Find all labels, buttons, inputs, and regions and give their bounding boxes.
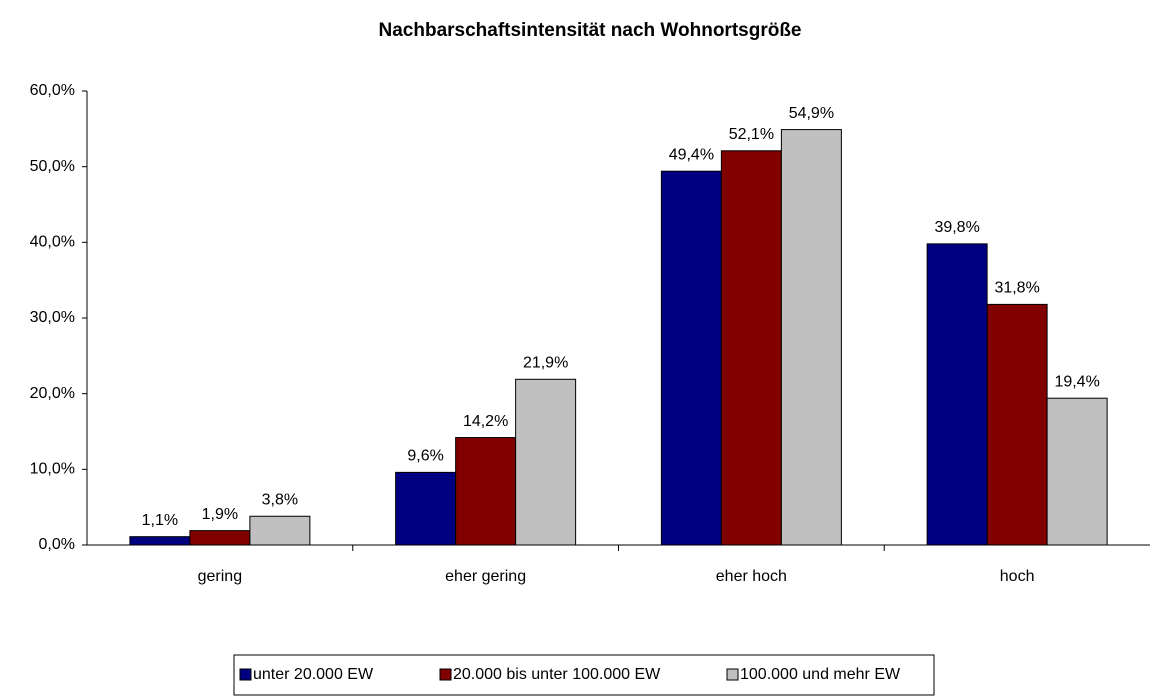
data-label: 1,9% xyxy=(202,506,238,523)
y-tick-label: 60,0% xyxy=(30,82,75,99)
data-label: 52,1% xyxy=(729,126,774,143)
legend-label: unter 20.000 EW xyxy=(253,666,374,683)
data-label: 31,8% xyxy=(994,280,1039,297)
legend-swatch xyxy=(439,668,452,681)
chart-title: Nachbarschaftsintensität nach Wohnortsgr… xyxy=(379,20,802,41)
data-label: 1,1% xyxy=(142,512,178,529)
legend-swatch xyxy=(726,668,739,681)
bar xyxy=(129,536,191,546)
data-label: 14,2% xyxy=(463,413,508,430)
bar xyxy=(1046,397,1108,546)
y-tick-label: 40,0% xyxy=(30,234,75,251)
bar xyxy=(189,530,251,546)
legend-label: 20.000 bis unter 100.000 EW xyxy=(453,666,661,683)
y-tick-label: 10,0% xyxy=(30,461,75,478)
y-tick-label: 50,0% xyxy=(30,158,75,175)
x-tick-label: eher hoch xyxy=(716,568,787,585)
data-label: 21,9% xyxy=(523,355,568,372)
y-tick-label: 30,0% xyxy=(30,309,75,326)
bar xyxy=(395,471,457,546)
data-label: 19,4% xyxy=(1054,373,1099,390)
bar xyxy=(780,129,842,546)
data-label: 9,6% xyxy=(407,448,443,465)
bar xyxy=(926,243,988,546)
bar xyxy=(660,170,722,546)
bar xyxy=(455,437,517,546)
x-tick-label: eher gering xyxy=(445,568,526,585)
data-label: 3,8% xyxy=(262,491,298,508)
bar xyxy=(720,150,782,546)
bar xyxy=(986,303,1048,546)
data-label: 39,8% xyxy=(934,219,979,236)
bar xyxy=(515,378,577,546)
bar xyxy=(249,515,311,546)
data-label: 49,4% xyxy=(669,146,714,163)
legend-box xyxy=(233,654,935,696)
legend-swatch xyxy=(239,668,252,681)
y-tick-label: 0,0% xyxy=(39,536,75,553)
data-label: 54,9% xyxy=(789,105,834,122)
legend-label: 100.000 und mehr EW xyxy=(740,666,901,683)
x-tick-label: gering xyxy=(198,568,242,585)
y-tick-label: 20,0% xyxy=(30,385,75,402)
x-tick-label: hoch xyxy=(1000,568,1035,585)
